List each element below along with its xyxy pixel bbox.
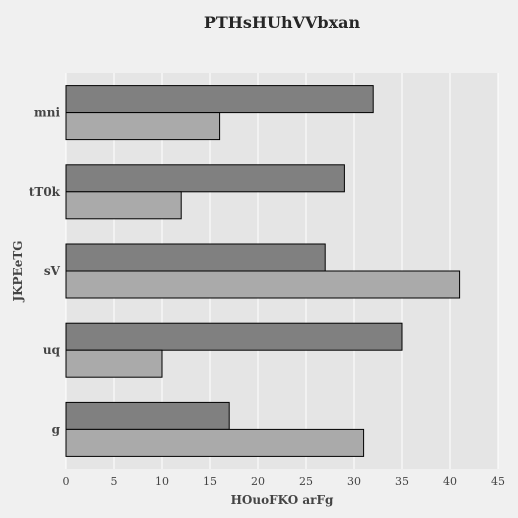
x-tick-label: 0 bbox=[63, 475, 70, 488]
bar bbox=[65, 191, 182, 220]
x-ticks: 0 5 10 15 20 25 30 35 40 45 bbox=[63, 475, 506, 488]
y-tick-label: mni bbox=[34, 106, 60, 120]
x-tick-label: 30 bbox=[347, 475, 361, 488]
bar bbox=[65, 112, 221, 141]
bar bbox=[65, 349, 163, 378]
bar bbox=[65, 270, 461, 299]
bar bbox=[65, 85, 374, 114]
x-tick-label: 40 bbox=[443, 475, 457, 488]
bars bbox=[65, 85, 461, 457]
x-axis-label: HOuoFKO arFg bbox=[231, 493, 334, 507]
bar bbox=[65, 243, 326, 272]
bar bbox=[65, 401, 230, 430]
y-tick-label: sV bbox=[44, 264, 61, 278]
y-tick-label: uq bbox=[43, 343, 61, 357]
x-tick-label: 45 bbox=[491, 475, 505, 488]
x-tick-label: 35 bbox=[395, 475, 409, 488]
x-tick-label: 10 bbox=[155, 475, 169, 488]
x-tick-label: 5 bbox=[111, 475, 118, 488]
y-tick-label: tT0k bbox=[29, 185, 61, 199]
x-tick-label: 25 bbox=[299, 475, 313, 488]
y-axis-label: JKPEeTG bbox=[11, 240, 25, 302]
x-tick-label: 15 bbox=[203, 475, 217, 488]
bar bbox=[65, 428, 365, 457]
bar bbox=[65, 322, 403, 351]
y-tick-label: g bbox=[52, 422, 61, 436]
y-ticks: mni tT0k sV uq g bbox=[29, 106, 61, 437]
x-tick-label: 20 bbox=[251, 475, 265, 488]
chart-title: PTHsHUhVVbxan bbox=[204, 13, 361, 32]
bar bbox=[65, 164, 345, 193]
